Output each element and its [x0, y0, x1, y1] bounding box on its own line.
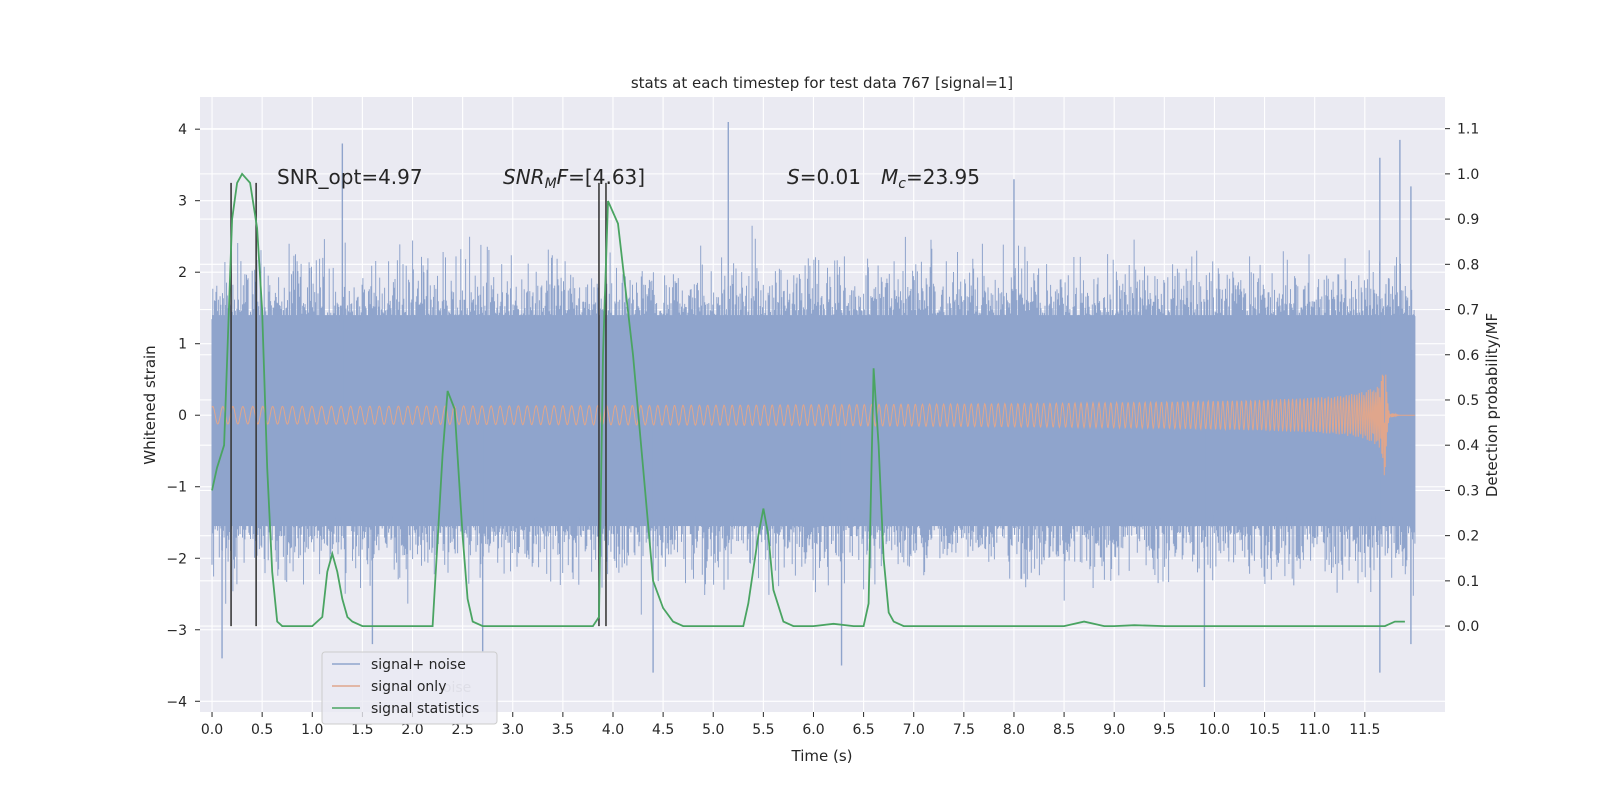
x-tick-label: 0.5: [251, 722, 273, 738]
x-tick-label: 9.0: [1103, 722, 1125, 738]
y-right-axis-ticks: 1.1 1.0 0.9 0.8 0.7 0.6 0.5 0.4 0.3 0.2 0.1 0.0: [1445, 122, 1479, 635]
y-right-tick-label: 0.0: [1457, 619, 1479, 635]
statistics-line: [211, 172, 1405, 627]
y-right-tick-label: 0.7: [1457, 303, 1479, 319]
x-tick-label: 6.5: [852, 722, 874, 738]
legend: noise signal+ noise signal only signal s…: [321, 651, 498, 725]
y-axis-label: Whitened strain: [141, 345, 159, 464]
x-tick-label: 8.5: [1053, 722, 1075, 738]
y-tick-label: 0: [178, 408, 187, 424]
x-tick-label: 1.0: [301, 722, 323, 738]
y-tick-label: −1: [166, 480, 187, 496]
y-right-tick-label: 0.8: [1457, 257, 1479, 273]
x-tick-label: 2.0: [401, 722, 423, 738]
legend-label-signal-noise: signal+ noise: [371, 657, 466, 673]
x-tick-label: 5.0: [702, 722, 724, 738]
x-axis-ticks: 0.0 0.5 1.0 1.5 2.0 2.5 3.0 3.5 4.0 4.5 5.0 5.5 6.0 6…: [201, 712, 1380, 738]
y-right-tick-label: 0.6: [1457, 348, 1479, 364]
y-right-tick-label: 0.4: [1457, 438, 1479, 454]
y-tick-label: −3: [166, 623, 187, 639]
annotation-snr-opt: SNR_opt=4.97: [277, 165, 423, 189]
x-tick-label: 10.0: [1199, 722, 1230, 738]
y-axis-ticks: 4 3 2 1 0 −1 −2 −3 −4: [166, 122, 200, 710]
annotations: SNR_opt=4.97 SNRMF=[4.63] S=0.01 Mc=23.9…: [277, 165, 980, 192]
annotation-mc: Mc=23.95: [881, 165, 980, 192]
x-axis-label: Time (s): [791, 747, 853, 765]
x-tick-label: 3.5: [552, 722, 574, 738]
chart-title: stats at each timestep for test data 767…: [631, 74, 1013, 92]
x-tick-label: 11.0: [1299, 722, 1330, 738]
x-tick-label: 7.5: [953, 722, 975, 738]
y-right-tick-label: 1.0: [1457, 167, 1479, 183]
x-tick-label: 5.5: [752, 722, 774, 738]
x-tick-label: 3.0: [502, 722, 524, 738]
y-right-tick-label: 0.2: [1457, 529, 1479, 545]
x-tick-label: 8.0: [1003, 722, 1025, 738]
legend-label-signal-only: signal only: [371, 679, 446, 695]
series-signal-statistics: [211, 172, 1405, 627]
y-right-tick-label: 0.5: [1457, 393, 1479, 409]
x-tick-label: 10.5: [1249, 722, 1280, 738]
y-tick-label: −4: [166, 694, 187, 710]
signal-trace: [211, 374, 1415, 476]
series-signal-only: [211, 374, 1415, 476]
x-tick-label: 9.5: [1153, 722, 1175, 738]
y-right-axis-label: Detection probability/MF: [1483, 313, 1501, 497]
x-tick-label: 0.0: [201, 722, 223, 738]
y-tick-label: −2: [166, 551, 187, 567]
legend-box: [321, 651, 498, 725]
y-right-tick-label: 0.1: [1457, 574, 1479, 590]
y-tick-label: 1: [178, 337, 187, 353]
y-tick-label: 4: [178, 122, 187, 138]
y-tick-label: 2: [178, 265, 187, 281]
y-tick-label: 3: [178, 194, 187, 210]
x-tick-label: 7.0: [903, 722, 925, 738]
x-tick-label: 11.5: [1349, 722, 1380, 738]
annotation-s: S=0.01: [787, 165, 861, 189]
x-tick-label: 6.0: [802, 722, 824, 738]
y-right-tick-label: 0.3: [1457, 483, 1479, 499]
y-right-tick-label: 0.9: [1457, 212, 1479, 228]
x-tick-label: 4.0: [602, 722, 624, 738]
x-tick-label: 1.5: [351, 722, 373, 738]
y-right-tick-label: 1.1: [1457, 122, 1479, 138]
annotation-snr-mf: SNRMF=[4.63]: [503, 165, 645, 192]
legend-label-signal-statistics: signal statistics: [371, 701, 479, 717]
x-tick-label: 4.5: [652, 722, 674, 738]
x-tick-label: 2.5: [452, 722, 474, 738]
